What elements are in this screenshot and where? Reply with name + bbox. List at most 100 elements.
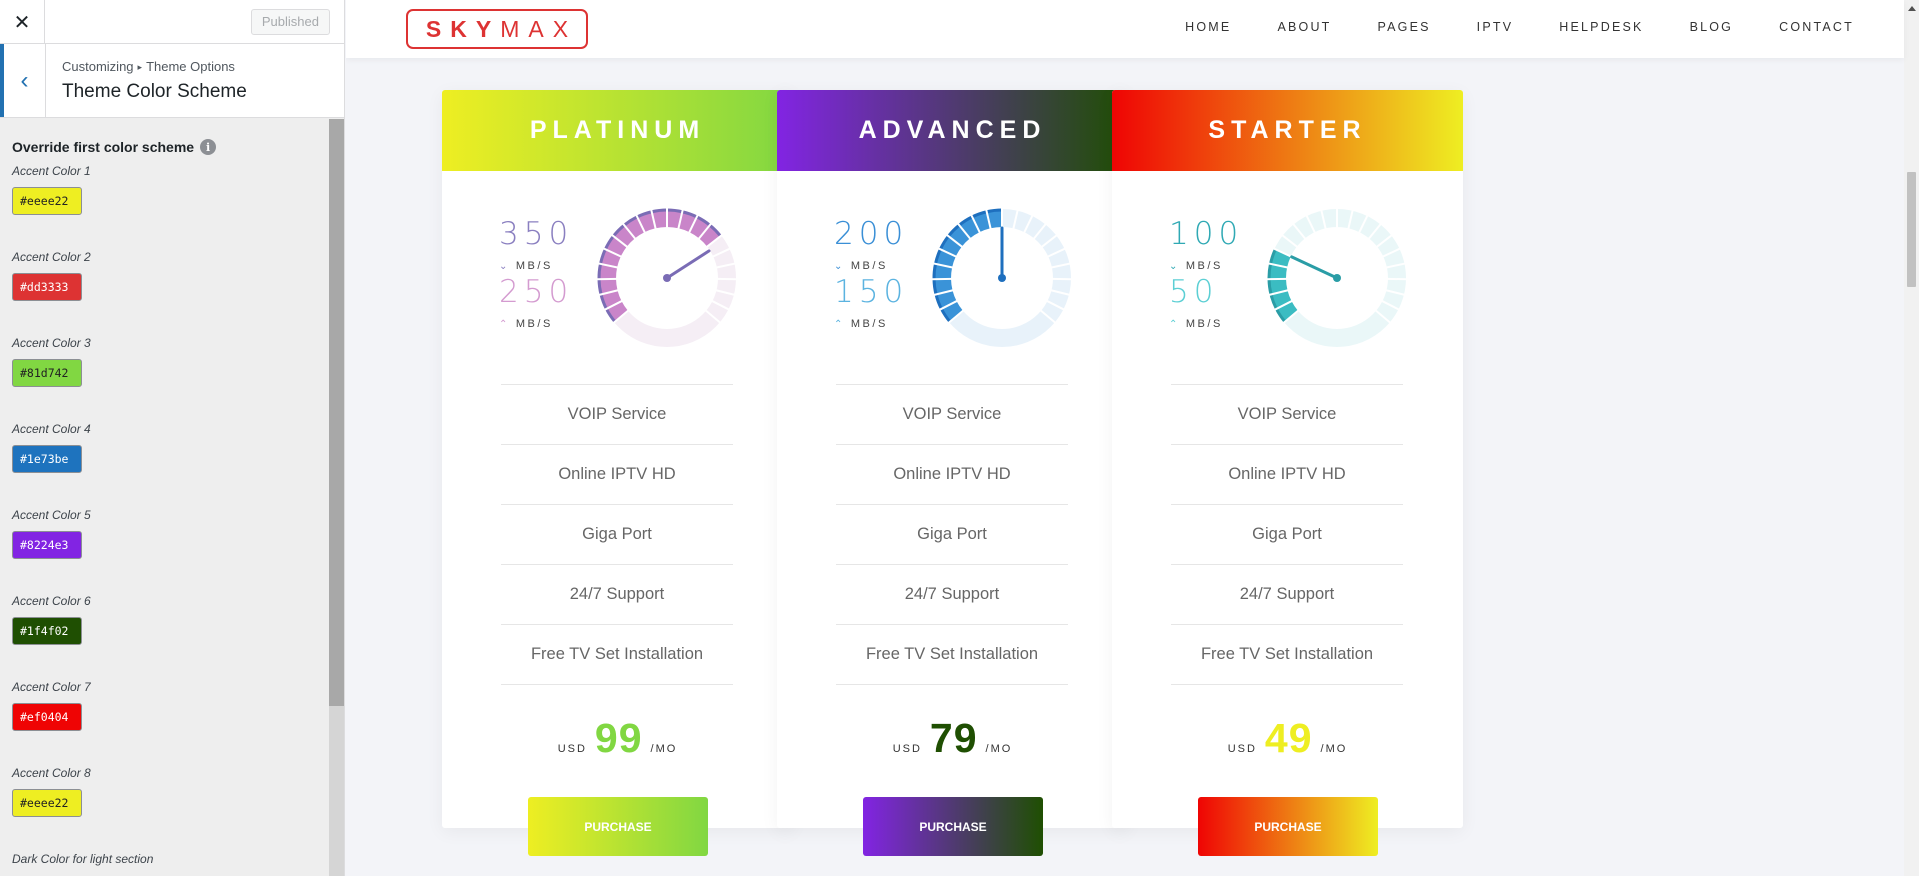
gauge-separator [1050,289,1072,297]
published-button[interactable]: Published [250,9,330,35]
gauge-separator [933,245,958,258]
upload-speed: 50 [1169,274,1219,310]
gauge-separator [705,231,727,249]
gauge-segment [958,215,980,239]
color-picker-swatch[interactable]: #eeee22 [12,187,82,215]
price-currency: USD [1227,743,1257,755]
gauge-segment [698,224,722,247]
gauge-segment [1269,248,1291,268]
download-speed: 350 [499,216,574,252]
preview-scrollbar[interactable] [1904,0,1919,876]
gauge-separator [1381,299,1405,313]
feature-list: VOIP Service Online IPTV HD Giga Port 24/7 … [501,384,733,685]
feature-item: Free TV Set Installation [836,625,1068,685]
price: USD 79/MO [777,715,1128,762]
gauge-separator [1289,219,1307,240]
gauge-segment [598,263,618,280]
gauge-separator [704,309,726,327]
price-period: /MO [985,743,1013,755]
color-picker-swatch[interactable]: #1e73be [12,445,82,473]
gauge-separator [711,299,735,313]
plan-name: ADVANCED [777,90,1128,171]
gauge-separator [1032,219,1050,240]
purchase-button[interactable]: PURCHASE [863,797,1043,856]
gauge-separator [1381,245,1406,258]
gauge-separator [1385,262,1407,269]
pricing-card-platinum: PLATINUM 350 ⌄ MB/S 250 ⌃ MB/S VOIP Service Onli… [442,90,793,856]
accent-color-label: Accent Color 8 [12,766,91,780]
gauge-separator [608,309,630,327]
gauge-outer-segment [597,263,602,280]
breadcrumb-separator-icon: ▸ [137,62,143,72]
gauge-separator [597,289,619,297]
info-icon[interactable]: i [200,139,217,155]
feature-item: 24/7 Support [836,565,1068,625]
color-picker-swatch[interactable]: #81d742 [12,359,82,387]
gauge-separator [1367,219,1385,240]
gauge-separator [943,309,965,327]
main-nav: HOME ABOUT PAGES IPTV HELPDESK BLOG CONTACT [1139,20,1854,34]
price-amount: 49 [1264,715,1313,761]
speedometer-gauge [1267,208,1407,347]
gauge-separator [1046,299,1070,313]
nav-link-blog[interactable]: BLOG [1689,20,1734,34]
feature-item: Free TV Set Installation [501,625,733,685]
preview-scrollbar-thumb[interactable] [1907,172,1916,287]
gauge-segment [678,210,698,233]
purchase-button[interactable]: PURCHASE [1198,797,1378,856]
gauge-separator [1267,289,1289,297]
download-unit: ⌄ MB/S [1169,260,1223,272]
nav-link-home[interactable]: HOME [1185,20,1232,34]
download-speed: 100 [1169,216,1244,252]
breadcrumb: Customizing ▸ Theme Options [62,59,235,74]
back-chevron-icon[interactable]: ‹ [0,44,46,117]
site-logo[interactable]: SKY MAX [406,9,588,49]
gauge-separator [1347,208,1355,230]
color-picker-swatch[interactable]: #dd3333 [12,273,82,301]
accent-color-label: Accent Color 3 [12,336,91,350]
color-picker-swatch[interactable]: #8224e3 [12,531,82,559]
gauge-separator [715,289,737,297]
accent-color-label: Accent Color 2 [12,250,91,264]
close-icon[interactable]: ✕ [0,0,45,44]
nav-link-helpdesk[interactable]: HELPDESK [1559,20,1644,34]
gauge-segment [600,290,622,310]
feature-item: Giga Port [501,505,733,565]
plan-name: STARTER [1112,90,1463,171]
customizer-header: ✕ Published [0,0,344,44]
gauge-separator [968,210,981,234]
price-amount: 99 [594,715,643,761]
accent-color-control: Accent Color 8 #eeee22 [12,766,318,852]
gauge-segment [598,278,618,295]
gauge-separator [1269,299,1293,313]
unit-label: MB/S [1185,318,1223,330]
feature-item: VOIP Service [1171,385,1403,445]
gauge-segment [934,248,956,268]
color-picker-swatch[interactable]: #ef0404 [12,703,82,731]
gauge-separator [932,289,954,297]
accent-color-control: Accent Color 3 #81d742 [12,336,318,422]
gauge-separator [677,208,685,230]
accent-color-list: Accent Color 1 #eeee22 Accent Color 2 #dd33… [12,164,318,852]
gauge-segment [971,210,991,233]
color-picker-swatch[interactable]: #eeee22 [12,789,82,817]
breadcrumb-child: Theme Options [146,59,235,74]
gauge-outer-segment [666,208,683,214]
scroll-up-arrow-icon[interactable] [1908,6,1916,11]
nav-link-about[interactable]: ABOUT [1277,20,1332,34]
section-title: Theme Color Scheme [62,81,247,102]
gauge-segment [939,235,962,257]
nav-link-pages[interactable]: PAGES [1377,20,1431,34]
gauge-separator [715,262,737,269]
sidebar-scrollbar-thumb[interactable] [329,119,344,706]
gauge-separator [688,210,701,234]
nav-link-iptv[interactable]: IPTV [1476,20,1514,34]
color-picker-swatch[interactable]: #1f4f02 [12,617,82,645]
down-arrow-icon: ⌄ [834,261,845,272]
gauge-separator [1039,309,1061,327]
gauge-outer-segment [986,208,1003,214]
purchase-button[interactable]: PURCHASE [528,797,708,856]
gauge-segment [689,215,711,239]
nav-link-contact[interactable]: CONTACT [1779,20,1854,34]
accent-color-label: Accent Color 1 [12,164,91,178]
